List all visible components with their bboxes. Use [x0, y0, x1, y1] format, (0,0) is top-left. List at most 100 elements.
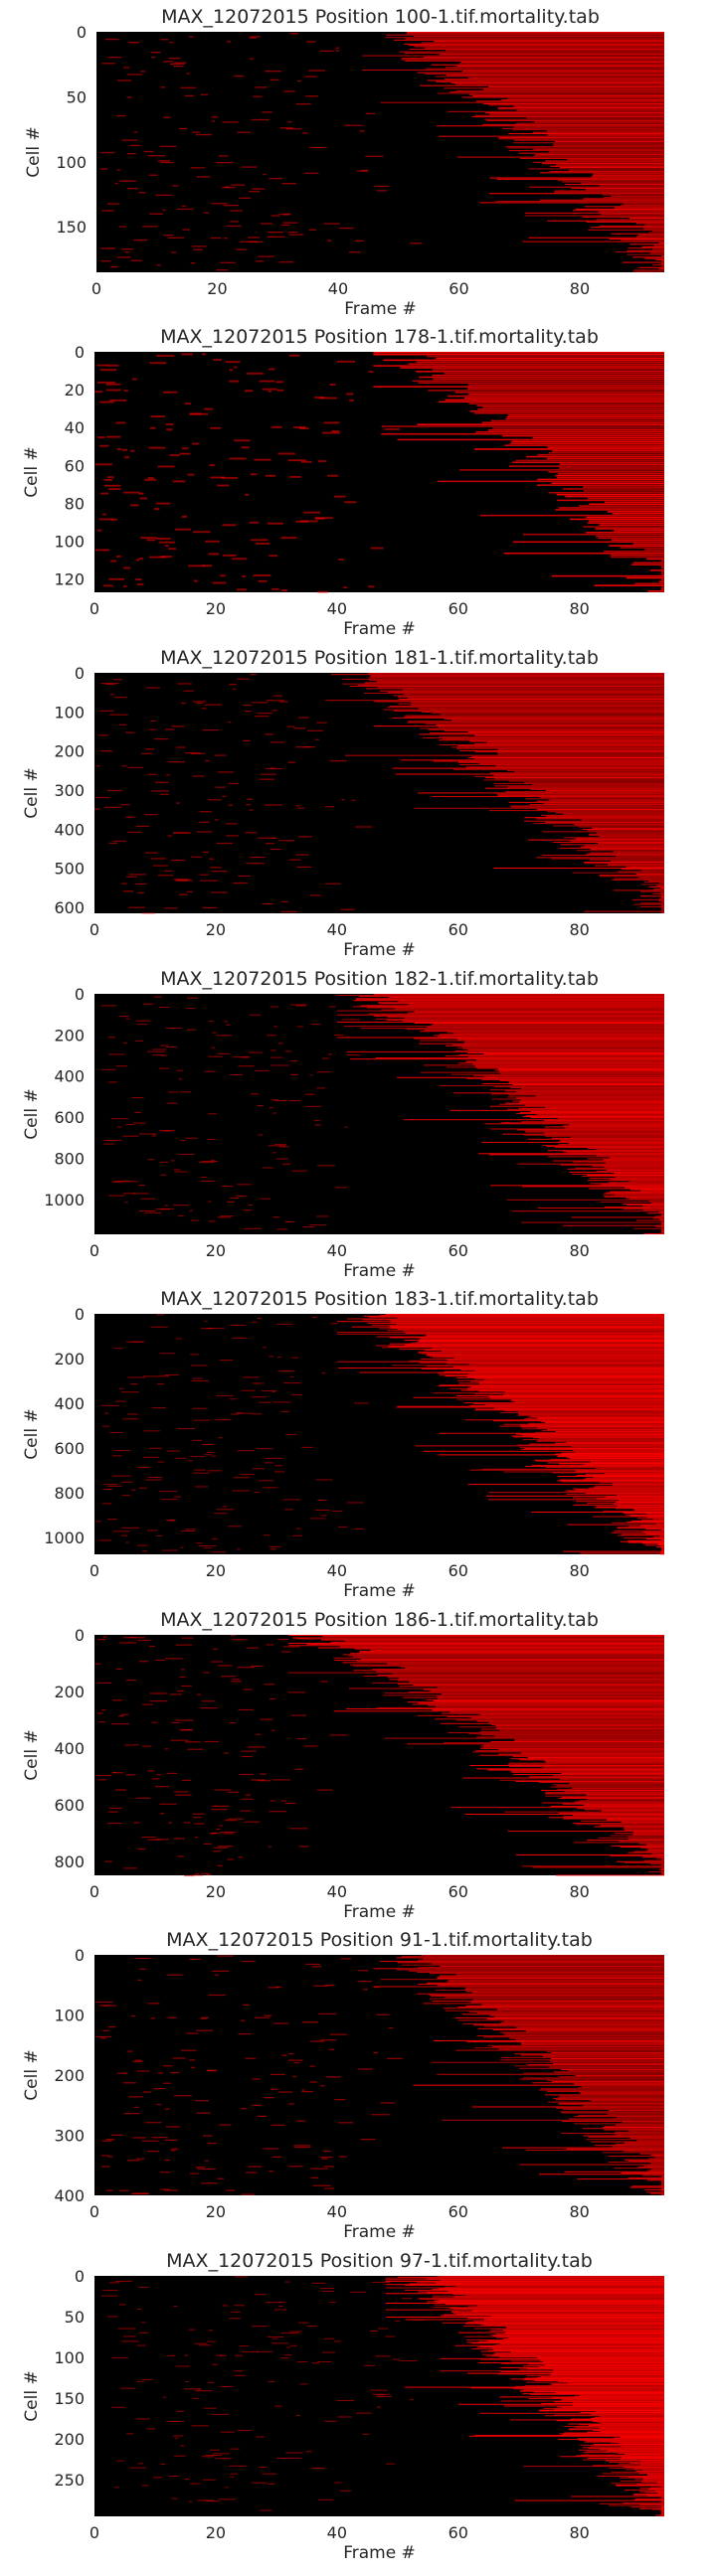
heatmap-fleck: [130, 259, 143, 261]
heatmap-row: [467, 1373, 664, 1375]
heatmap-row: [381, 425, 664, 427]
heatmap-fleck: [233, 688, 237, 691]
heatmap-fleck: [169, 2071, 180, 2074]
heatmap-fleck: [238, 1708, 254, 1711]
heatmap-row: [532, 161, 664, 163]
heatmap-row: [590, 859, 664, 861]
heatmap-row: [511, 1771, 664, 1773]
heatmap-row: [582, 829, 664, 831]
heatmap-row: [624, 2142, 664, 2144]
heatmap-row: [619, 2443, 664, 2445]
heatmap-row: [462, 71, 664, 73]
heatmap-row: [342, 1654, 664, 1656]
heatmap-fleck: [107, 1081, 117, 1083]
heatmap-row: [639, 895, 664, 897]
heatmap-row: [648, 1200, 664, 1202]
heatmap-row: [647, 2179, 664, 2181]
heatmap-row: [524, 1448, 664, 1450]
heatmap-fleck: [236, 248, 248, 250]
heatmap-row: [476, 100, 664, 102]
chart-title: MAX_12072015 Position 183-1.tif.mortalit…: [160, 1288, 599, 1310]
heatmap-fleck: [268, 2171, 274, 2173]
heatmap-row: [494, 1086, 664, 1088]
heatmap-row: [479, 1730, 664, 1732]
heatmap-fleck: [200, 1180, 216, 1182]
heatmap-fleck: [319, 2039, 337, 2041]
heatmap-row: [505, 1102, 664, 1104]
heatmap-fleck: [126, 96, 132, 98]
heatmap-fleck: [249, 1051, 263, 1053]
heatmap-row: [635, 873, 664, 875]
heatmap-fleck: [100, 2166, 110, 2168]
heatmap-row: [471, 116, 664, 118]
heatmap-row: [534, 121, 664, 123]
heatmap-row: [360, 1005, 664, 1007]
heatmap-row: [613, 889, 664, 891]
heatmap-fleck: [128, 2096, 144, 2098]
heatmap-fleck: [201, 2456, 214, 2458]
heatmap-row: [569, 1783, 664, 1785]
heatmap-fleck: [175, 528, 191, 531]
heatmap-row: [660, 891, 664, 893]
heatmap-fleck: [183, 690, 194, 692]
heatmap-fleck: [107, 1823, 122, 1825]
heatmap-row: [437, 1697, 664, 1699]
heatmap-fleck: [241, 446, 250, 449]
heatmap-fleck: [129, 2467, 147, 2469]
heatmap-row: [437, 2073, 664, 2075]
heatmap-fleck: [289, 1828, 308, 1830]
heatmap-fleck: [187, 1748, 204, 1750]
heatmap-fleck: [110, 1118, 129, 1120]
heatmap-fleck: [295, 2414, 300, 2416]
heatmap-fleck: [240, 1474, 255, 1476]
heatmap-row: [483, 1052, 664, 1054]
heatmap-fleck: [169, 1693, 183, 1695]
heatmap-fleck: [232, 1337, 248, 1339]
heatmap-row: [359, 1650, 664, 1652]
heatmap-row: [627, 1539, 664, 1541]
heatmap-fleck: [269, 848, 281, 851]
heatmap-fleck: [212, 2453, 231, 2455]
heatmap-row: [624, 1827, 664, 1829]
heatmap-fleck: [362, 1989, 369, 1991]
heatmap-fleck: [166, 1519, 176, 1521]
heatmap-row: [645, 1529, 664, 1530]
heatmap-fleck: [183, 1822, 191, 1824]
heatmap-row: [334, 1660, 664, 1662]
heatmap-fleck: [157, 2072, 164, 2074]
heatmap-row: [644, 257, 664, 259]
heatmap-row: [322, 1636, 664, 1638]
heatmap-fleck: [157, 465, 175, 468]
heatmap-fleck: [267, 1035, 277, 1037]
heatmap-sparse-marks: [95, 1314, 369, 1553]
heatmap-row: [496, 178, 664, 180]
heatmap-fleck: [220, 1215, 234, 1217]
heatmap-fleck: [115, 1065, 128, 1067]
heatmap-row: [424, 1030, 664, 1032]
heatmap-row: [561, 2434, 664, 2436]
heatmap-row: [543, 2055, 664, 2057]
heatmap-row: [603, 1195, 664, 1197]
heatmap-fleck: [174, 1169, 181, 1171]
heatmap-row: [628, 1198, 664, 1200]
heatmap-row: [471, 1992, 664, 1994]
heatmap-fleck: [241, 1798, 254, 1800]
heatmap-fleck: [339, 2490, 352, 2492]
heatmap-row: [435, 1718, 664, 1720]
heatmap-row: [494, 1069, 664, 1071]
heatmap-fleck: [340, 908, 355, 910]
heatmap-fleck: [207, 2381, 215, 2383]
heatmap-fleck: [190, 1219, 199, 1221]
heatmap-fleck: [334, 2340, 341, 2342]
heatmap-row: [549, 165, 664, 167]
heatmap-fleck: [111, 2406, 125, 2408]
heatmap-fleck: [279, 127, 294, 129]
heatmap-row: [499, 2396, 664, 2398]
y-tick-label: 800: [54, 1484, 85, 1503]
heatmap-fleck: [209, 2449, 221, 2451]
heatmap-fleck: [174, 1496, 182, 1498]
heatmap-row: [444, 2008, 664, 2010]
heatmap-row: [659, 883, 664, 885]
heatmap-fleck: [251, 2326, 268, 2328]
heatmap-row: [432, 1357, 664, 1359]
